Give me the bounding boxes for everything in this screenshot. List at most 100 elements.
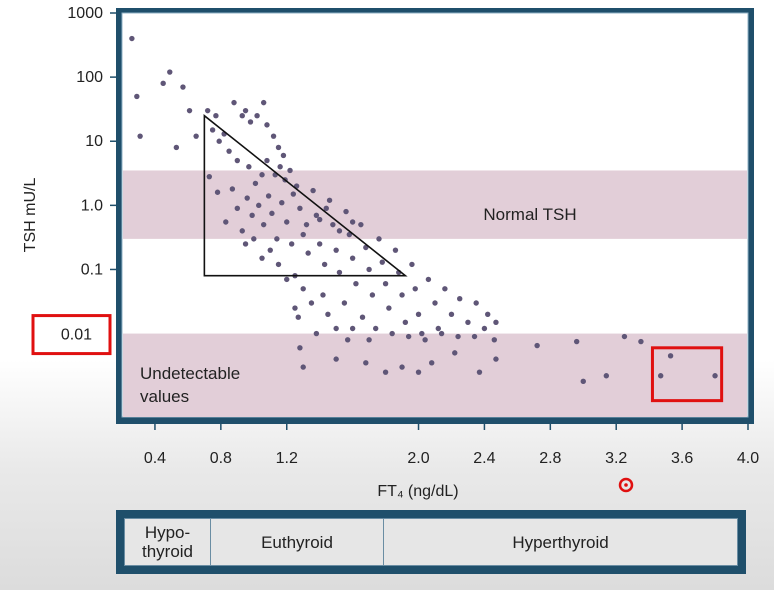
data-point: [465, 319, 471, 325]
x-tick-label: 2.4: [473, 450, 495, 467]
data-point: [358, 221, 364, 228]
data-point: [485, 311, 491, 317]
data-point: [667, 353, 674, 359]
data-point: [386, 305, 392, 311]
data-point: [275, 261, 282, 268]
data-point: [287, 167, 293, 174]
data-point: [321, 261, 328, 268]
undetectable-label-line1: Undetectable: [140, 364, 240, 383]
y-axis-title: TSH mU/L: [22, 178, 39, 253]
data-point: [254, 113, 260, 119]
data-point: [134, 93, 140, 100]
data-point: [353, 280, 359, 287]
data-point: [372, 325, 379, 332]
data-point: [344, 337, 351, 343]
data-point: [259, 255, 265, 261]
highlight-box: [650, 346, 724, 403]
cursor-ring-icon: [618, 477, 634, 493]
data-point: [214, 189, 221, 195]
y-tick-label: 0.1: [81, 261, 103, 278]
data-point: [712, 373, 718, 379]
data-point: [336, 228, 343, 234]
data-point: [621, 333, 628, 340]
data-point: [305, 250, 311, 256]
data-point: [173, 144, 180, 151]
data-point: [493, 356, 499, 362]
data-point: [382, 369, 389, 375]
data-point: [239, 113, 245, 119]
class-label-hypothyroid-line2: thyroid: [141, 542, 194, 561]
data-point: [399, 364, 405, 370]
data-point: [229, 186, 236, 192]
data-point: [493, 319, 499, 325]
y-tick-label: 10: [85, 133, 103, 150]
data-point: [481, 325, 488, 332]
data-point: [438, 330, 445, 337]
data-point: [277, 164, 283, 170]
data-point: [491, 337, 498, 343]
class-cell-euthyroid: Euthyroid: [211, 519, 384, 565]
data-point: [320, 292, 326, 298]
data-point: [359, 314, 366, 320]
data-point: [300, 364, 306, 370]
data-point: [419, 330, 425, 337]
data-point: [580, 378, 586, 385]
y-value-callout-box: [31, 314, 112, 356]
data-point: [300, 231, 306, 238]
data-point: [234, 205, 241, 211]
class-label-euthyroid: Euthyroid: [261, 532, 333, 552]
data-point: [300, 286, 306, 292]
data-point: [270, 133, 277, 139]
data-point: [313, 330, 320, 337]
data-point: [260, 99, 267, 106]
data-point: [180, 84, 186, 90]
data-point: [330, 221, 336, 228]
y-tick-label: 1000: [67, 5, 103, 22]
data-point: [316, 216, 323, 223]
data-point: [333, 356, 339, 362]
data-point: [265, 193, 272, 199]
data-point: [442, 286, 448, 292]
data-point: [415, 369, 422, 375]
data-point: [392, 247, 399, 253]
data-point: [376, 236, 382, 242]
x-tick-label: 2.0: [407, 450, 429, 467]
x-tick-label: 3.2: [605, 450, 627, 467]
data-point: [310, 187, 316, 194]
x-tick-label: 2.8: [539, 450, 561, 467]
y-tick-label-callout: 0.01: [61, 327, 92, 344]
data-point: [264, 122, 270, 128]
undetectable-label-line2: values: [140, 387, 189, 406]
data-point: [382, 280, 389, 287]
data-point: [432, 300, 438, 306]
data-point: [425, 276, 432, 283]
data-point: [313, 212, 320, 218]
data-point: [573, 338, 580, 345]
data-point: [137, 133, 143, 139]
data-point: [349, 325, 356, 332]
data-point: [256, 202, 262, 209]
data-point: [455, 333, 461, 340]
data-point: [603, 373, 610, 379]
data-point: [269, 210, 275, 217]
data-point: [280, 152, 287, 159]
data-point: [252, 180, 259, 187]
data-point: [167, 69, 173, 75]
data-point: [206, 173, 213, 180]
data-point: [323, 205, 329, 211]
data-point: [288, 241, 295, 247]
class-cell-hyperthyroid: Hyperthyroid: [384, 519, 737, 565]
class-label-hypothyroid-line1: Hypo-: [144, 523, 191, 542]
data-point: [242, 241, 249, 247]
data-point: [409, 261, 415, 268]
data-point: [333, 325, 339, 332]
x-tick-label: 3.6: [671, 450, 693, 467]
class-label-hyperthyroid: Hyperthyroid: [512, 532, 609, 552]
data-point: [267, 247, 273, 253]
y-tick-label: 100: [76, 69, 103, 86]
data-point: [325, 311, 331, 317]
data-point: [186, 107, 193, 114]
x-axis-title: FT₄ (ng/dL): [377, 483, 458, 500]
data-point: [473, 300, 479, 306]
data-point: [363, 360, 369, 366]
